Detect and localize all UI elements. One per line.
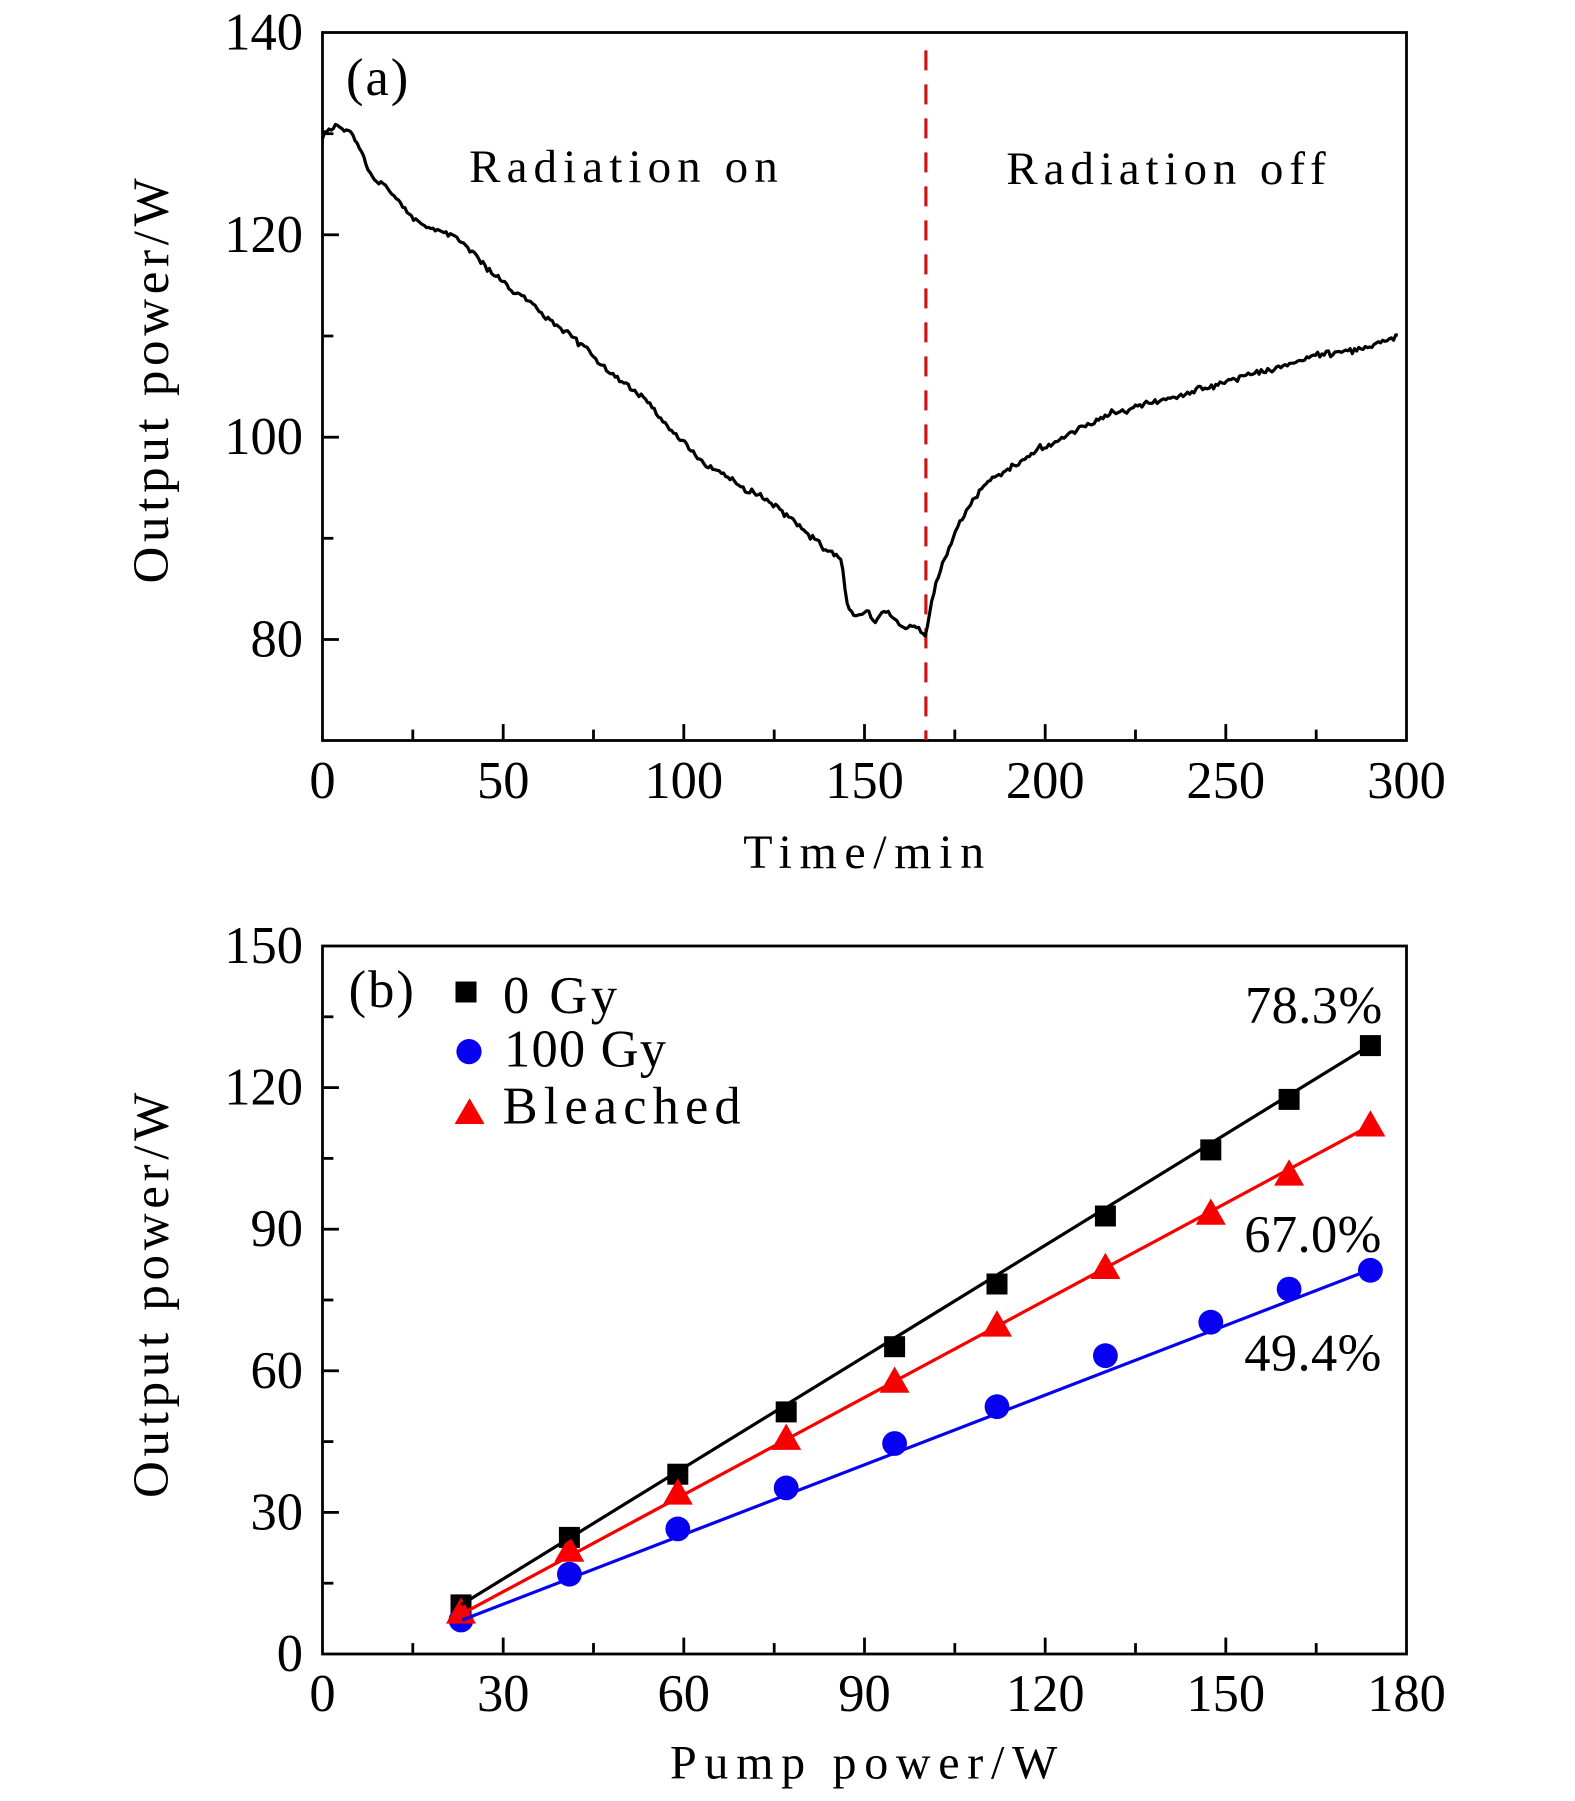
svg-text:90: 90 [838,1665,891,1723]
svg-text:150: 150 [825,752,904,810]
svg-text:30: 30 [477,1665,530,1723]
svg-text:120: 120 [1006,1665,1085,1723]
svg-text:Radiation on: Radiation on [469,141,784,193]
svg-text:150: 150 [1186,1665,1265,1723]
svg-text:Output power/W: Output power/W [124,174,180,584]
svg-text:60: 60 [251,1342,304,1400]
svg-text:120: 120 [224,206,303,264]
svg-text:200: 200 [1006,752,1085,810]
svg-text:Bleached: Bleached [503,1077,747,1135]
svg-text:250: 250 [1186,752,1265,810]
svg-text:120: 120 [224,1059,303,1117]
svg-text:0 Gy: 0 Gy [503,967,621,1025]
svg-text:49.4%: 49.4% [1244,1324,1382,1382]
svg-text:80: 80 [251,611,304,669]
svg-text:90: 90 [251,1200,304,1258]
svg-text:150: 150 [224,917,303,975]
svg-text:180: 180 [1367,1665,1446,1723]
svg-text:(b): (b) [349,961,416,1019]
svg-text:0: 0 [277,1625,303,1683]
svg-text:67.0%: 67.0% [1244,1206,1382,1264]
svg-text:78.3%: 78.3% [1245,977,1383,1035]
svg-text:100: 100 [224,408,303,466]
svg-text:Pump power/W: Pump power/W [670,1737,1065,1790]
svg-text:Output power/W: Output power/W [124,1088,180,1498]
svg-text:100 Gy: 100 Gy [504,1021,667,1079]
svg-text:60: 60 [658,1665,711,1723]
svg-text:100: 100 [644,752,723,810]
svg-text:Time/min: Time/min [743,826,991,879]
svg-text:Radiation off: Radiation off [1006,143,1331,195]
svg-text:140: 140 [224,4,303,62]
svg-text:50: 50 [477,752,530,810]
svg-text:0: 0 [309,752,335,810]
svg-text:300: 300 [1367,752,1446,810]
svg-text:0: 0 [309,1665,335,1723]
svg-text:(a): (a) [346,49,410,107]
svg-text:30: 30 [251,1483,304,1541]
